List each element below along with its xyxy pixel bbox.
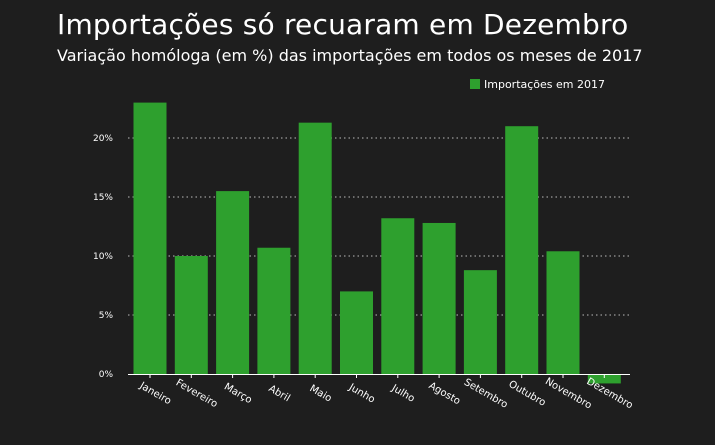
y-tick-label: 10% [93,252,113,262]
x-tick-labels: Janeiro Fevereiro Março Abril Maio Junho Julho… [137,376,635,411]
y-tick-labels: 0% 5% 10% 15% 20% [93,134,113,380]
chart-subtitle: Variação homóloga (em %) das importações… [57,46,643,65]
bar-setembro [463,270,497,374]
x-tick-label: Setembro [462,377,510,411]
bars [133,102,621,384]
x-tick-label: Julho [389,382,417,404]
x-tick-label: Outubro [507,379,548,409]
bar-dezembro [587,374,621,384]
bar-outubro [505,126,539,374]
x-tick-label: Agosto [427,380,462,407]
bar-junho [340,291,373,374]
x-tick-label: Maio [307,383,333,404]
legend-label: Importações em 2017 [484,78,605,91]
bar-julho [381,218,415,374]
y-tick-label: 0% [99,370,114,380]
x-tick-label: Janeiro [137,380,173,407]
bar-março [216,191,250,374]
x-tick-label: Fevereiro [174,378,220,411]
bar-janeiro [133,102,167,374]
axes [128,374,630,378]
bar-agosto [422,222,456,374]
bar-novembro [546,251,580,374]
legend: Importações em 2017 [470,78,605,91]
x-tick-label: Março [222,382,254,407]
y-tick-label: 15% [93,193,113,203]
y-tick-label: 20% [93,134,113,144]
y-tick-label: 5% [99,311,114,321]
chart-title: Importações só recuaram em Dezembro [57,8,629,41]
bar-abril [257,247,291,374]
x-tick-label: Abril [267,383,292,404]
legend-swatch [470,79,480,89]
bar-maio [298,122,332,374]
bar-fevereiro [174,256,208,374]
x-tick-label: Novembro [543,376,593,411]
x-tick-label: Junho [346,382,377,406]
